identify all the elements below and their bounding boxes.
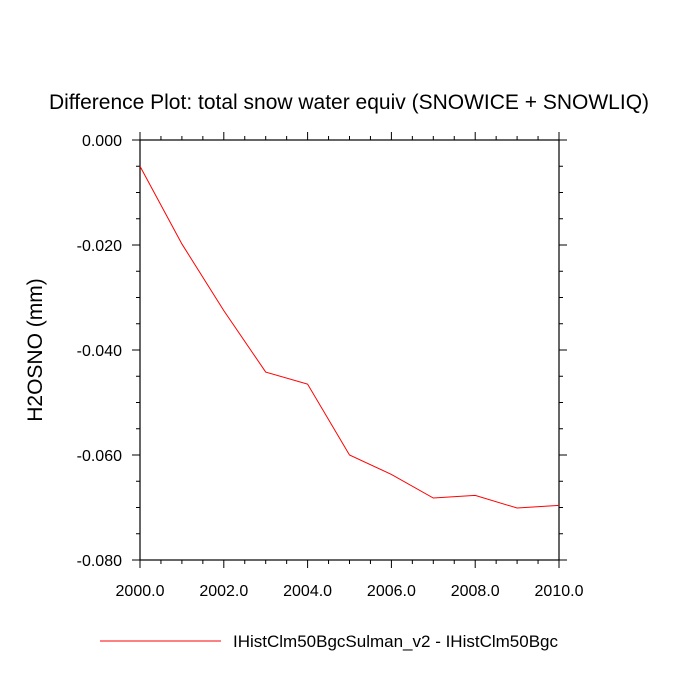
y-tick-label: 0.000 xyxy=(82,133,122,150)
y-tick-label: -0.040 xyxy=(77,343,122,360)
x-tick-label: 2006.0 xyxy=(367,583,416,600)
chart-title: Difference Plot: total snow water equiv … xyxy=(49,91,649,114)
axis-ticks xyxy=(132,132,567,568)
x-tick-label: 2000.0 xyxy=(116,583,165,600)
x-tick-label: 2010.0 xyxy=(535,583,584,600)
y-axis-label: H2OSNO (mm) xyxy=(24,278,47,422)
x-tick-label: 2004.0 xyxy=(283,583,332,600)
x-tick-label: 2002.0 xyxy=(199,583,248,600)
plot-frame xyxy=(139,139,560,561)
legend-label: IHistClm50BgcSulman_v2 - IHistClm50Bgc xyxy=(233,632,558,651)
x-tick-labels: 2000.0 2002.0 2004.0 2006.0 2008.0 2010.0 xyxy=(116,583,584,600)
y-tick-label: -0.020 xyxy=(77,238,122,255)
series-layer xyxy=(139,166,560,509)
y-tick-label: -0.080 xyxy=(77,553,122,570)
y-tick-labels: 0.000 -0.020 -0.040 -0.060 -0.080 xyxy=(77,133,122,570)
series-line xyxy=(139,166,560,509)
y-tick-label: -0.060 xyxy=(77,448,122,465)
x-tick-label: 2008.0 xyxy=(451,583,500,600)
